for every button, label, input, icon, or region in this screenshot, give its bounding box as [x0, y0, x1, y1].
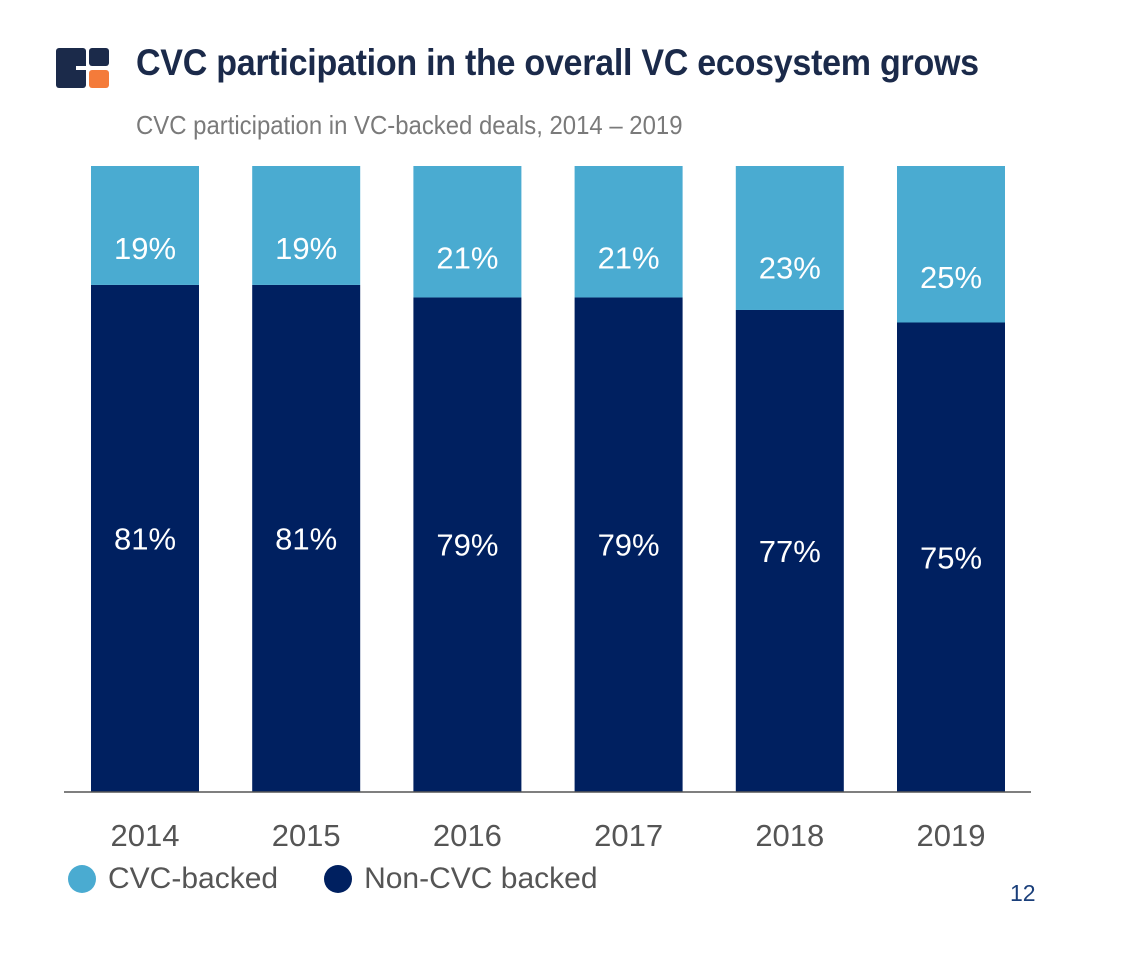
legend-item-cvc: CVC-backed [68, 862, 278, 896]
cb-insights-logo-icon [56, 48, 109, 88]
bar-non-cvc-2018 [735, 309, 844, 792]
x-axis-ticks: 2014 2015 2016 2017 2018 2019 [111, 818, 986, 853]
x-tick-label-2017: 2017 [594, 818, 663, 853]
data-label-cvc-2014: 19% [114, 231, 176, 266]
page-title: CVC participation in the overall VC ecos… [136, 42, 979, 83]
data-label-cvc-2016: 21% [436, 241, 498, 276]
bar-non-cvc-2019 [897, 322, 1005, 792]
legend-swatch-cvc [68, 865, 96, 893]
data-label-cvc-2018: 23% [759, 250, 821, 285]
bar-cvc-2016 [413, 166, 522, 298]
data-label-cvc-2019: 25% [920, 260, 982, 295]
x-tick-label-2016: 2016 [433, 818, 502, 853]
data-label-non-cvc-2014: 81% [114, 521, 176, 556]
legend-item-non-cvc: Non-CVC backed [324, 862, 598, 896]
legend-label-non-cvc: Non-CVC backed [364, 862, 598, 895]
bar-cvc-2017 [574, 166, 683, 298]
chart-subtitle: CVC participation in VC-backed deals, 20… [136, 110, 683, 140]
data-label-cvc-2017: 21% [598, 241, 660, 276]
bar-non-cvc-2016 [413, 297, 522, 792]
data-label-non-cvc-2017: 79% [598, 528, 660, 563]
data-label-non-cvc-2016: 79% [436, 528, 498, 563]
bar-cvc-2019 [897, 166, 1005, 323]
data-label-non-cvc-2015: 81% [275, 521, 337, 556]
bar-non-cvc-2017 [574, 297, 683, 792]
legend-swatch-non-cvc [324, 865, 353, 893]
data-label-non-cvc-2019: 75% [920, 540, 982, 575]
bar-cvc-2015 [252, 166, 361, 285]
x-tick-label-2018: 2018 [755, 818, 824, 853]
legend: CVC-backed Non-CVC backed [68, 862, 644, 896]
legend-label-cvc: CVC-backed [108, 862, 279, 895]
page-number: 12 [1010, 880, 1036, 906]
data-label-non-cvc-2018: 77% [759, 534, 821, 569]
x-tick-label-2014: 2014 [111, 818, 180, 853]
bar-non-cvc-2015 [252, 284, 361, 792]
bar-non-cvc-2014 [91, 284, 199, 792]
data-label-cvc-2015: 19% [275, 231, 337, 266]
bar-cvc-2014 [91, 166, 199, 285]
x-tick-label-2019: 2019 [917, 818, 986, 853]
x-tick-label-2015: 2015 [272, 818, 341, 853]
bar-cvc-2018 [735, 166, 844, 310]
bar-group: 19% 81% 19% 81% 21% 79% 21% 79% 23% 77% 25% 75% [91, 166, 1005, 792]
